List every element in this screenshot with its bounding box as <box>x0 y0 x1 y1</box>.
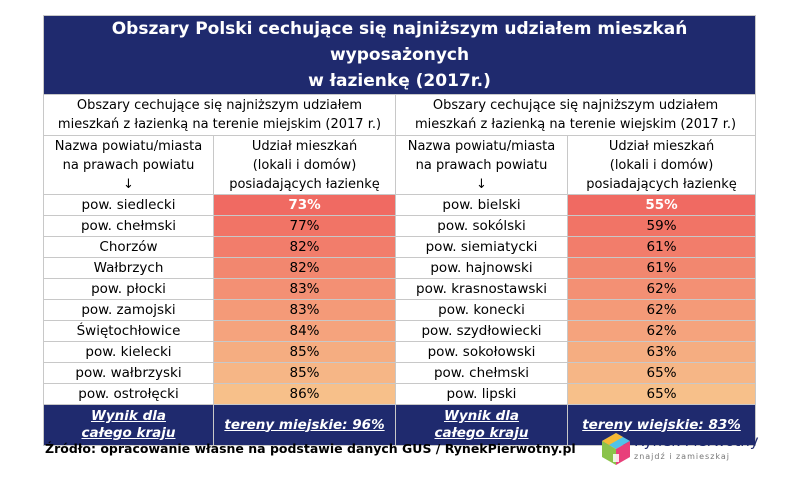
urban-name-cell: pow. kielecki <box>43 341 214 363</box>
table-row: Chorzów 82% pow. siemiatycki 61% <box>43 236 757 258</box>
down-arrow-icon: ↓ <box>476 176 487 192</box>
section-rural-line2: mieszkań z łazienką na terenie wiejskim … <box>414 117 737 132</box>
rural-name-cell: pow. sokólski <box>395 215 568 237</box>
urban-name-cell: pow. zamojski <box>43 299 214 321</box>
table-row: pow. płocki 83% pow. krasnostawski 62% <box>43 278 757 300</box>
urban-name-cell: pow. ostrołęcki <box>43 383 214 405</box>
rural-name-cell: pow. szydłowiecki <box>395 320 568 342</box>
rural-name-cell: pow. sokołowski <box>395 341 568 363</box>
rural-name-cell: pow. chełmski <box>395 362 568 384</box>
urban-name-cell: pow. siedlecki <box>43 194 214 216</box>
urban-value-cell: 84% <box>213 320 396 342</box>
urban-value-cell: 85% <box>213 362 396 384</box>
rural-name-cell: pow. hajnowski <box>395 257 568 279</box>
urban-value-cell: 86% <box>213 383 396 405</box>
section-urban-line1: Obszary cechujące się najniższym udziałe… <box>76 98 363 113</box>
urban-value-cell: 82% <box>213 236 396 258</box>
urban-name-column-header: Nazwa powiatu/miasta na prawach powiatu … <box>43 135 214 195</box>
urban-national-label: Wynik dla całego kraju <box>43 404 214 446</box>
colhead-text: Nazwa powiatu/miasta <box>54 138 203 154</box>
bathroom-share-table: Obszary Polski cechujące się najniższym … <box>42 15 757 446</box>
foot-text: Wynik dla <box>443 408 519 424</box>
rural-value-cell: 61% <box>566 257 757 279</box>
colhead-text: (lokali i domów) <box>609 157 714 173</box>
urban-value-cell: 83% <box>213 278 396 300</box>
urban-name-cell: Świętochłowice <box>43 320 214 342</box>
rural-value-cell: 62% <box>566 320 757 342</box>
table-title: Obszary Polski cechujące się najniższym … <box>42 15 757 95</box>
colhead-text: Udział mieszkań <box>608 138 715 154</box>
rural-value-cell: 55% <box>566 194 757 216</box>
rural-name-cell: pow. krasnostawski <box>395 278 568 300</box>
urban-name-cell: Chorzów <box>43 236 214 258</box>
rural-national-label: Wynik dla całego kraju <box>395 404 568 446</box>
urban-name-cell: pow. wałbrzyski <box>43 362 214 384</box>
urban-share-column-header: Udział mieszkań (lokali i domów) posiada… <box>213 135 396 195</box>
urban-name-cell: Wałbrzych <box>43 257 214 279</box>
rural-value-cell: 65% <box>566 362 757 384</box>
rural-value-cell: 62% <box>566 299 757 321</box>
table-row: Świętochłowice 84% pow. szydłowiecki 62% <box>43 320 757 342</box>
colhead-text: Udział mieszkań <box>251 138 358 154</box>
rural-name-cell: pow. konecki <box>395 299 568 321</box>
section-rural-header: Obszary cechujące się najniższym udziałe… <box>394 94 757 136</box>
colhead-text: posiadających łazienkę <box>586 176 737 192</box>
colhead-text: posiadających łazienkę <box>229 176 380 192</box>
rural-value-cell: 61% <box>566 236 757 258</box>
table-row: pow. ostrołęcki 86% pow. lipski 65% <box>43 383 757 405</box>
urban-national-value: tereny miejskie: 96% <box>213 404 396 446</box>
urban-value-cell: 77% <box>213 215 396 237</box>
colhead-text: Nazwa powiatu/miasta <box>407 138 556 154</box>
urban-value-cell: 73% <box>213 194 396 216</box>
house-cube-logo-icon <box>601 432 631 470</box>
foot-text: całego kraju <box>434 425 529 441</box>
table-title-line1: Obszary Polski cechujące się najniższym … <box>111 19 688 65</box>
rural-value-cell: 62% <box>566 278 757 300</box>
logo-tagline: znajdź i zamieszkaj <box>634 452 731 461</box>
rural-name-cell: pow. bielski <box>395 194 568 216</box>
table-row: pow. siedlecki 73% pow. bielski 55% <box>43 194 757 216</box>
urban-name-cell: pow. płocki <box>43 278 214 300</box>
section-urban-line2: mieszkań z łazienką na terenie miejskim … <box>57 117 382 132</box>
rural-value-cell: 59% <box>566 215 757 237</box>
rural-share-column-header: Udział mieszkań (lokali i domów) posiada… <box>566 135 757 195</box>
urban-name-cell: pow. chełmski <box>43 215 214 237</box>
table-row: pow. kielecki 85% pow. sokołowski 63% <box>43 341 757 363</box>
rural-value-cell: 65% <box>566 383 757 405</box>
urban-value-cell: 83% <box>213 299 396 321</box>
urban-value-cell: 82% <box>213 257 396 279</box>
foot-text: Wynik dla <box>90 408 166 424</box>
colhead-text: (lokali i domów) <box>252 157 357 173</box>
table-row: pow. zamojski 83% pow. konecki 62% <box>43 299 757 321</box>
urban-value-cell: 85% <box>213 341 396 363</box>
table-row: pow. chełmski 77% pow. sokólski 59% <box>43 215 757 237</box>
table-row: pow. wałbrzyski 85% pow. chełmski 65% <box>43 362 757 384</box>
down-arrow-icon: ↓ <box>123 176 134 192</box>
rural-value-cell: 63% <box>566 341 757 363</box>
table-title-line2: w łazienkę (2017r.) <box>308 71 491 91</box>
source-note: Źródło: opracowanie własne na podstawie … <box>45 441 576 456</box>
colhead-text: na prawach powiatu <box>62 157 195 173</box>
rural-name-cell: pow. lipski <box>395 383 568 405</box>
logo-name: Rynek Pierwotny <box>634 432 759 450</box>
foot-text: całego kraju <box>81 425 176 441</box>
rural-name-cell: pow. siemiatycki <box>395 236 568 258</box>
table-row: Wałbrzych 82% pow. hajnowski 61% <box>43 257 757 279</box>
table-body: pow. siedlecki 73% pow. bielski 55% pow. che… <box>43 194 757 405</box>
section-rural-line1: Obszary cechujące się najniższym udziałe… <box>432 98 719 113</box>
colhead-text: na prawach powiatu <box>415 157 548 173</box>
section-urban-header: Obszary cechujące się najniższym udziałe… <box>43 94 396 136</box>
rural-national-value: tereny wiejskie: 83% <box>566 404 757 446</box>
rural-name-column-header: Nazwa powiatu/miasta na prawach powiatu … <box>395 135 568 195</box>
